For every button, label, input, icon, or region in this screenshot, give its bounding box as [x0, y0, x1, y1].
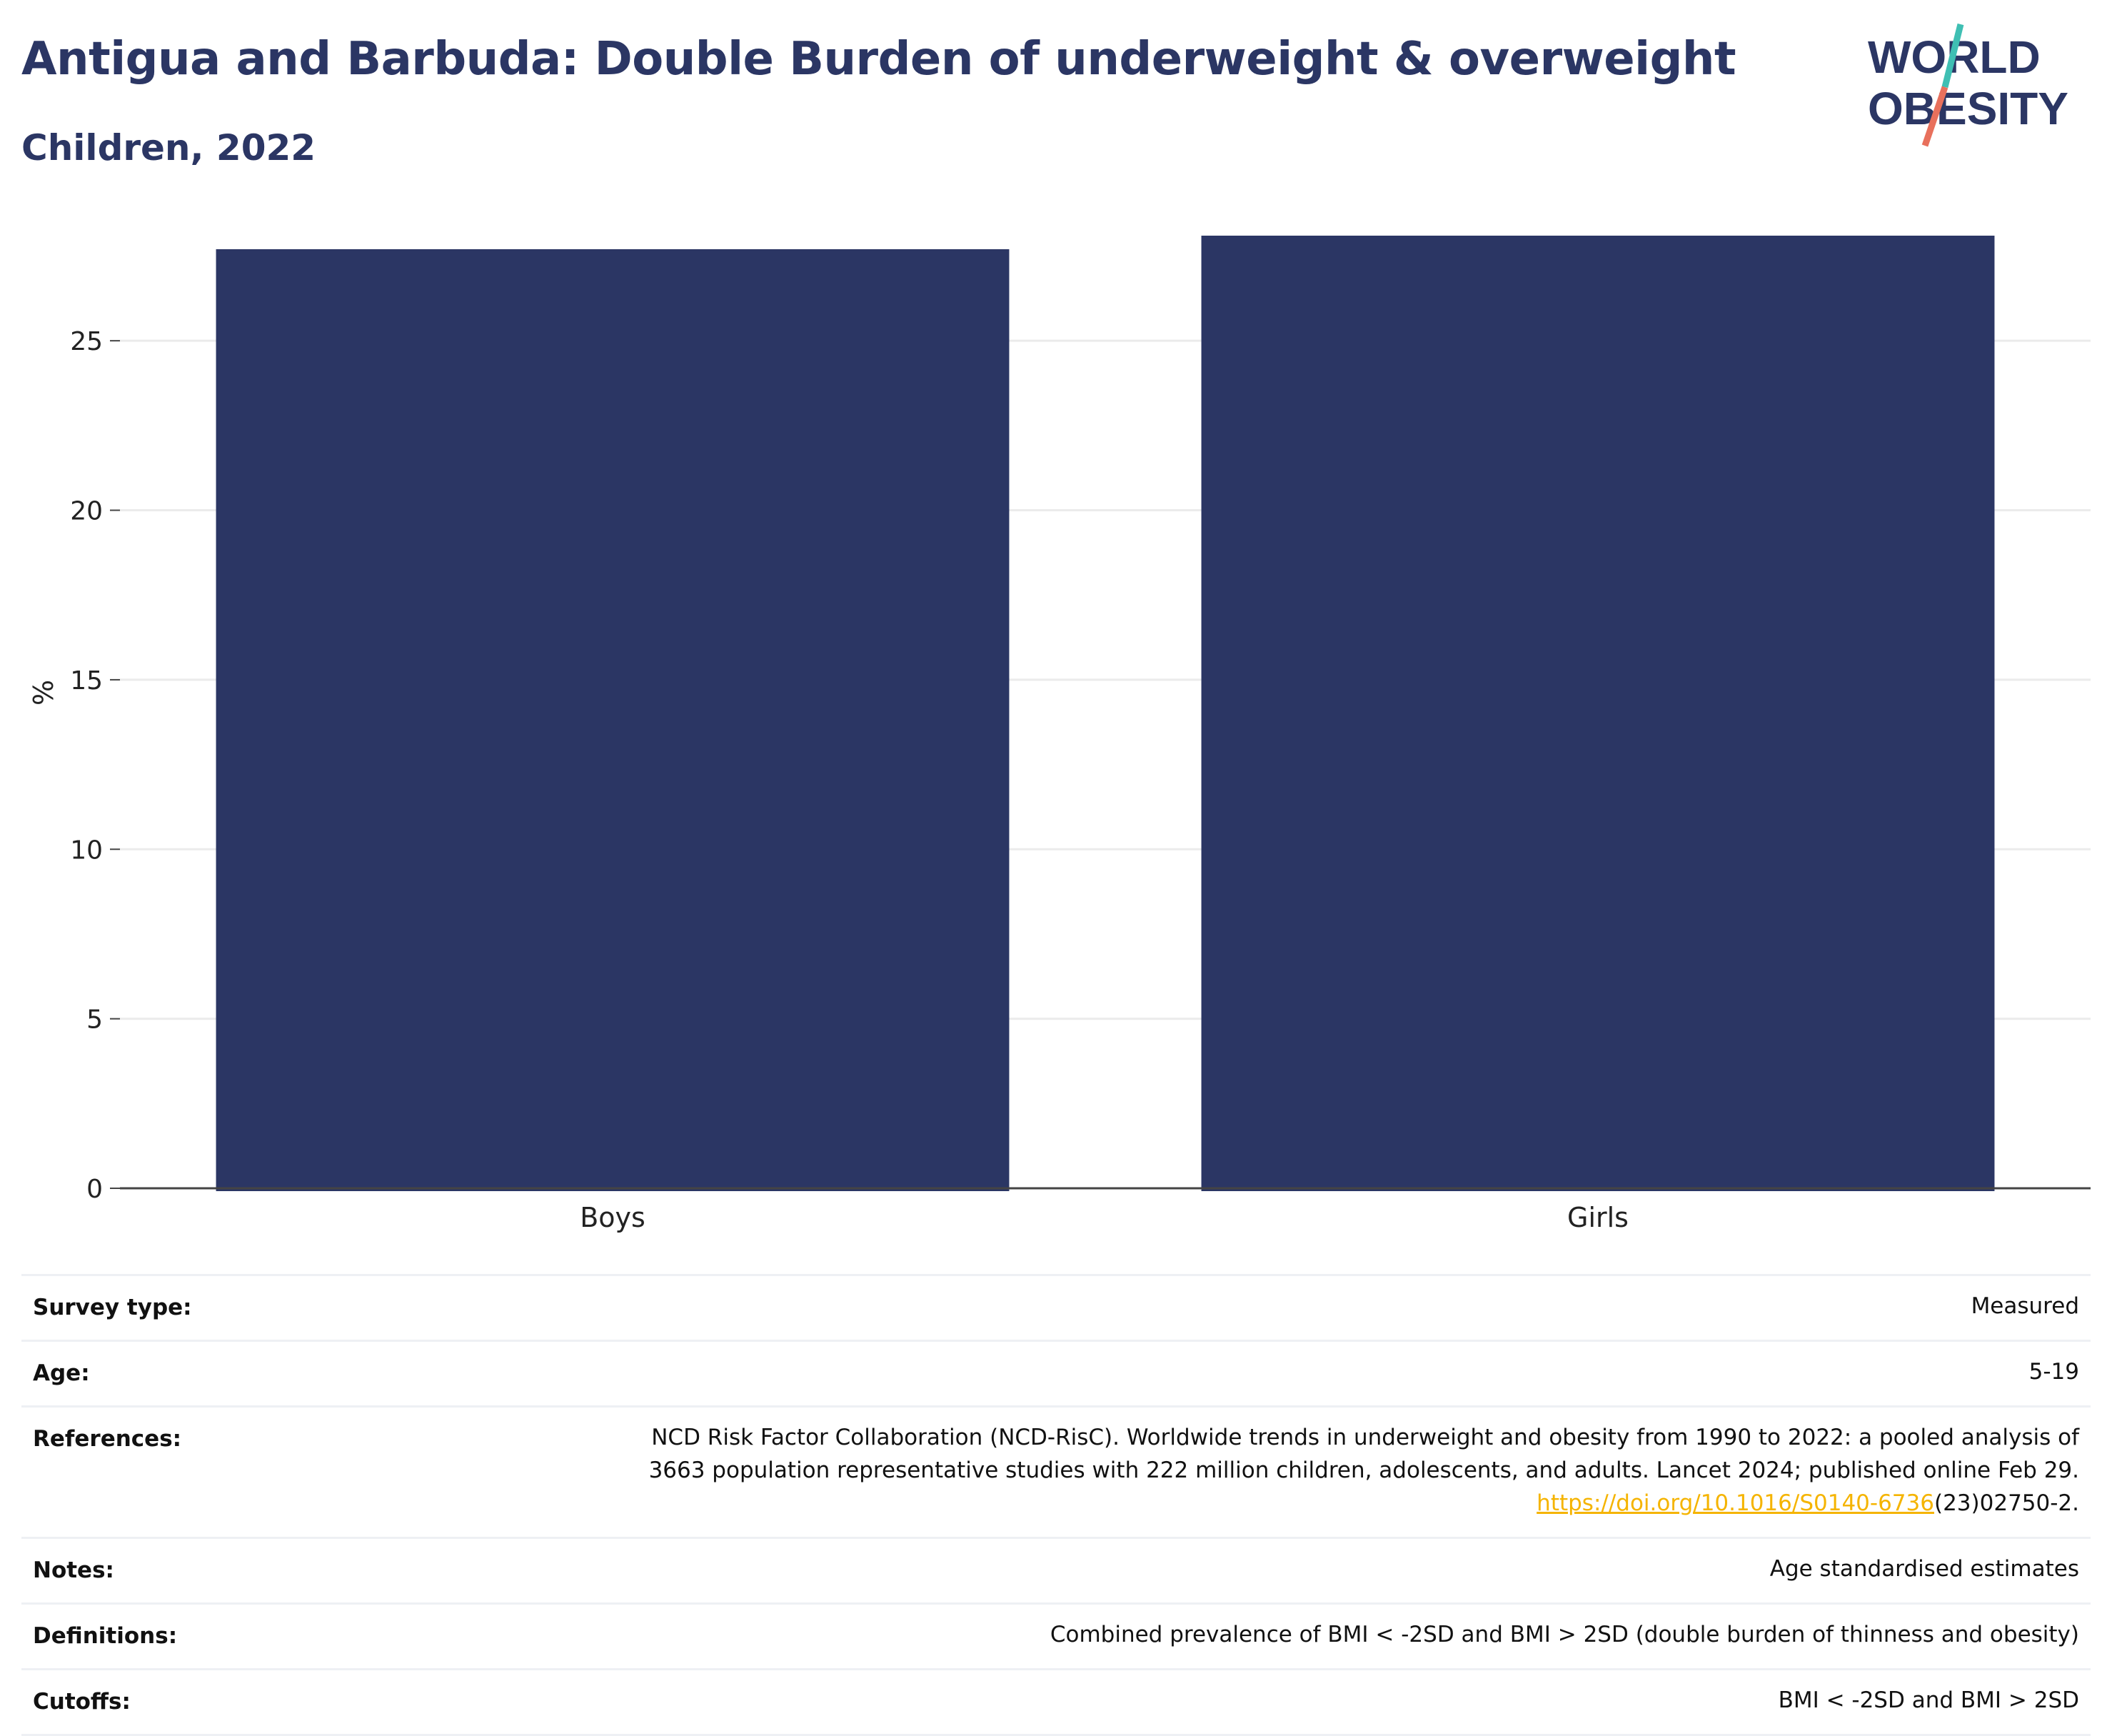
logo-text-obesity: OBESITY — [1868, 83, 2068, 134]
info-value-cutoffs: BMI < -2SD and BMI > 2SD — [1778, 1687, 2079, 1713]
reference-text-line1: NCD Risk Factor Collaboration (NCD-RisC)… — [651, 1425, 2079, 1450]
info-row-age: Age: 5-19 — [21, 1342, 2091, 1408]
bar-boys[interactable] — [216, 249, 1010, 1192]
y-axis-label: % — [28, 680, 59, 706]
info-row-references: References: NCD Risk Factor Collaboratio… — [21, 1408, 2091, 1539]
y-axis-ticks: 0 5 10 15 20 25 — [70, 327, 120, 1204]
y-tick-label: 25 — [70, 327, 103, 356]
info-label-notes: Notes: — [33, 1557, 114, 1583]
logo-slash-top — [1941, 23, 1964, 89]
y-tick-label: 20 — [70, 497, 103, 526]
reference-text-line2: 3663 population representative studies w… — [648, 1457, 2079, 1483]
y-tick-label: 15 — [70, 666, 103, 696]
y-tick-label: 5 — [86, 1005, 103, 1035]
reference-doi-suffix: (23)02750-2. — [1934, 1490, 2079, 1516]
x-tick-label-girls: Girls — [1567, 1202, 1629, 1233]
chart-title: Antigua and Barbuda: Double Burden of un… — [21, 33, 1736, 86]
info-row-definitions: Definitions: Combined prevalence of BMI … — [21, 1605, 2091, 1670]
info-value-age: 5-19 — [2028, 1359, 2079, 1385]
y-tick-label: 10 — [70, 836, 103, 865]
info-row-notes: Notes: Age standardised estimates — [21, 1539, 2091, 1605]
info-label-age: Age: — [33, 1360, 90, 1386]
chart-subtitle: Children, 2022 — [21, 127, 316, 169]
info-label-references: References: — [33, 1426, 182, 1452]
info-row-cutoffs: Cutoffs: BMI < -2SD and BMI > 2SD — [21, 1670, 2091, 1736]
world-obesity-logo: WORLD OBESITY — [1868, 23, 2068, 147]
logo-slash-bottom — [1921, 86, 1948, 147]
x-axis-ticks: Boys Girls — [580, 1202, 1629, 1233]
info-label-survey-type: Survey type: — [33, 1295, 192, 1320]
reference-doi-link[interactable]: https://doi.org/10.1016/S0140-6736 — [1537, 1490, 1934, 1516]
info-value-definitions: Combined prevalence of BMI < -2SD and BM… — [1050, 1622, 2079, 1647]
info-label-definitions: Definitions: — [33, 1623, 178, 1649]
info-row-survey-type: Survey type: Measured — [21, 1276, 2091, 1342]
x-tick-label-boys: Boys — [580, 1202, 645, 1233]
y-tick-label: 0 — [86, 1175, 103, 1204]
info-value-references: NCD Risk Factor Collaboration (NCD-RisC)… — [181, 1421, 2079, 1520]
info-table: Survey type: Measured Age: 5-19 Referenc… — [21, 1274, 2091, 1736]
info-value-survey-type: Measured — [1971, 1293, 2079, 1319]
bar-chart: 0 5 10 15 20 25 Boys Girls % — [28, 236, 2091, 1233]
info-value-notes: Age standardised estimates — [1769, 1556, 2079, 1582]
bars — [216, 236, 1995, 1192]
bar-girls[interactable] — [1201, 236, 1995, 1191]
info-label-cutoffs: Cutoffs: — [33, 1689, 131, 1715]
